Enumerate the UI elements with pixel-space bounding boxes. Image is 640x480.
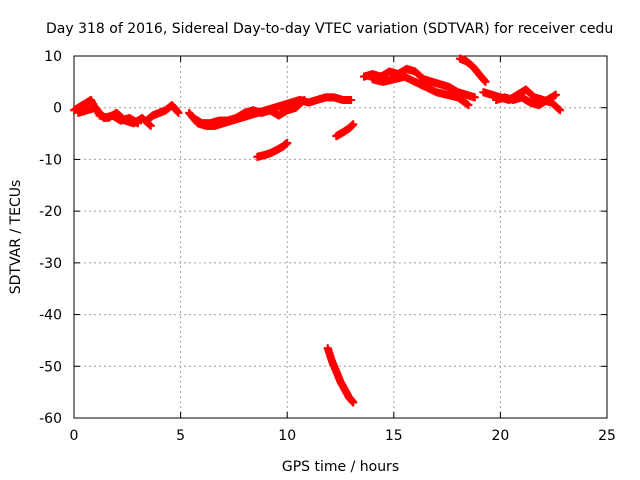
plot-frame bbox=[73, 55, 608, 419]
data-point bbox=[470, 93, 479, 102]
data-point bbox=[556, 106, 565, 115]
data-point bbox=[283, 138, 292, 147]
data-points bbox=[70, 54, 565, 407]
data-point bbox=[133, 119, 142, 128]
x-tick-label: 15 bbox=[385, 428, 403, 444]
data-point bbox=[481, 77, 490, 86]
y-tick-label: 10 bbox=[44, 49, 62, 65]
y-tick-label: -30 bbox=[39, 256, 62, 272]
axis-ticks: 0 5 10 15 20 25 10 0 -10 -20 -30 -40 -50 -60 bbox=[39, 49, 616, 444]
series-track-m bbox=[492, 90, 560, 110]
x-tick-label: 25 bbox=[598, 428, 616, 444]
series-track-h bbox=[323, 344, 358, 407]
y-tick-label: -10 bbox=[39, 152, 62, 168]
data-point bbox=[551, 90, 560, 99]
data-point bbox=[347, 95, 356, 104]
grid-lines bbox=[74, 56, 607, 418]
data-point bbox=[174, 108, 183, 117]
y-tick-label: -60 bbox=[39, 411, 62, 427]
series-track-j bbox=[368, 72, 473, 110]
x-tick-label: 5 bbox=[176, 428, 185, 444]
y-tick-label: -40 bbox=[39, 308, 62, 324]
series-track-k bbox=[455, 54, 490, 86]
series-track-b bbox=[74, 103, 142, 128]
series-track-g bbox=[332, 120, 358, 141]
chart-title: Day 318 of 2016, Sidereal Day-to-day VTE… bbox=[46, 21, 613, 37]
x-axis-label: GPS time / hours bbox=[282, 459, 399, 475]
data-point bbox=[349, 120, 358, 129]
y-tick-label: -20 bbox=[39, 204, 62, 220]
series-track-f bbox=[253, 138, 292, 161]
x-tick-label: 10 bbox=[278, 428, 296, 444]
data-point bbox=[464, 101, 473, 110]
series-track-i bbox=[359, 64, 479, 102]
series-track-e bbox=[189, 95, 309, 128]
data-point bbox=[349, 398, 358, 407]
data-point bbox=[300, 95, 309, 104]
x-tick-label: 20 bbox=[491, 428, 509, 444]
y-tick-label: 0 bbox=[53, 101, 62, 117]
y-axis-label: SDTVAR / TECUs bbox=[8, 180, 24, 295]
y-tick-label: -50 bbox=[39, 359, 62, 375]
series-track-c bbox=[142, 101, 183, 125]
x-tick-label: 0 bbox=[70, 428, 79, 444]
data-point bbox=[146, 121, 155, 130]
